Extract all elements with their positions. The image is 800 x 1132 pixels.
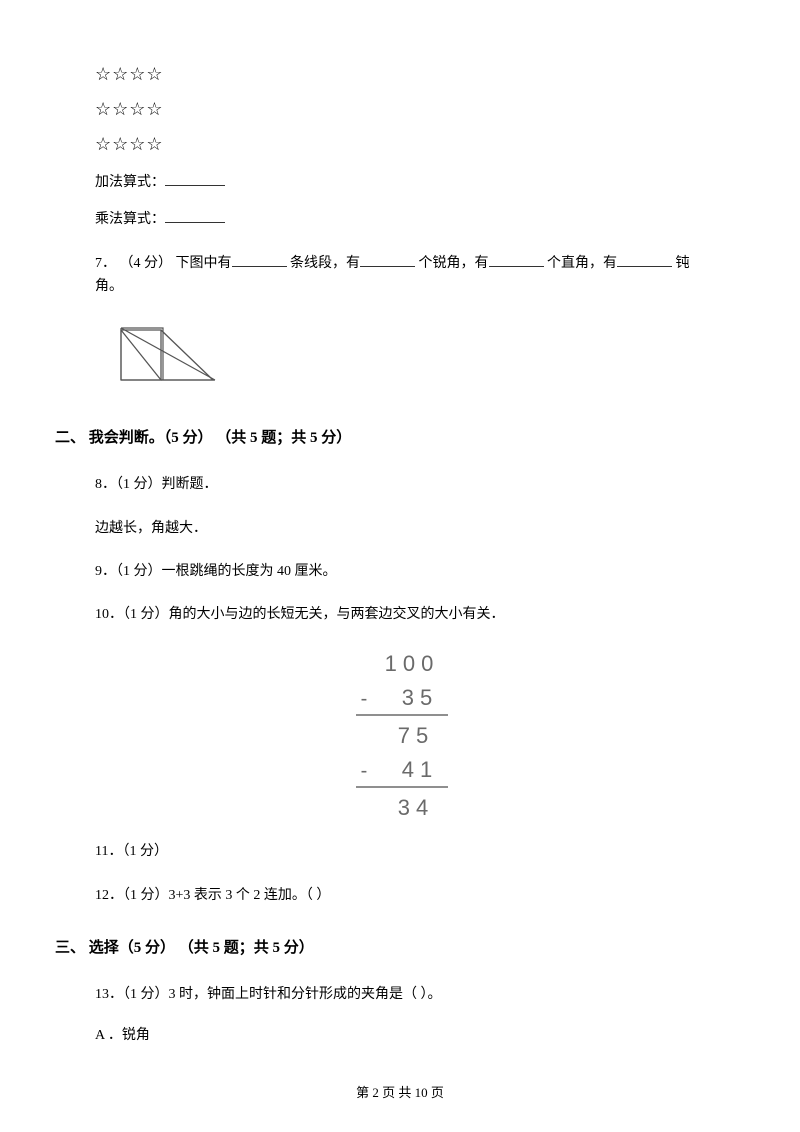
q7-figure-diag — [121, 328, 215, 380]
q7-blank-4 — [617, 253, 672, 267]
q6-multiplication-label: 乘法算式： — [95, 212, 165, 227]
arith-line-4: 41 — [402, 757, 438, 782]
q11-arith-svg: 100 - 35 75 - 41 34 — [320, 645, 480, 825]
q7-blank-3 — [489, 253, 544, 267]
q7-part1: 下图中有 — [176, 256, 232, 271]
q7-figure-svg — [113, 318, 223, 390]
q6-addition-line: 加法算式： — [95, 172, 705, 194]
q13-text: 13．（1 分）3 时，钟面上时针和分针形成的夹角是（ ）。 — [95, 982, 705, 1007]
q7-figure-inner-diag — [121, 330, 161, 380]
q7-part4: 个直角，有 — [547, 256, 617, 271]
q8-line1: 8．（1 分）判断题． — [95, 472, 705, 497]
arith-minus-2: - — [361, 760, 368, 782]
q7-text: 7． （4 分） 下图中有 条线段，有 个锐角，有 个直角，有 钝角。 — [95, 253, 705, 298]
q7-number: 7． — [95, 256, 116, 271]
arith-line-3: 75 — [398, 723, 434, 748]
q7-part3: 个锐角，有 — [419, 256, 489, 271]
q7-points: （4 分） — [120, 256, 173, 271]
q6-addition-blank — [165, 172, 225, 186]
q11-label: 11．（1 分） — [95, 839, 705, 864]
q7-part2: 条线段，有 — [290, 256, 360, 271]
stars-row-1: ☆☆☆☆ — [95, 60, 705, 89]
q7-figure-top — [121, 328, 163, 380]
arith-line-5: 34 — [398, 795, 434, 820]
q7-blank-1 — [232, 253, 287, 267]
q10-text: 10．（1 分）角的大小与边的长短无关，与两套边交叉的大小有关． — [95, 602, 705, 627]
q8-line2: 边越长，角越大． — [95, 516, 705, 541]
q13-choice-a: A ．锐角 — [95, 1025, 705, 1047]
arith-line-1: 100 — [385, 651, 440, 676]
q7-blank-2 — [360, 253, 415, 267]
q6-multiplication-line: 乘法算式： — [95, 209, 705, 231]
q7-figure — [113, 318, 705, 398]
q11-arith-figure: 100 - 35 75 - 41 34 — [95, 645, 705, 833]
q12-text: 12．（1 分）3+3 表示 3 个 2 连加。（ ） — [95, 883, 705, 908]
stars-row-2: ☆☆☆☆ — [95, 95, 705, 124]
arith-minus-1: - — [361, 688, 368, 710]
q7-figure-hyp — [163, 328, 215, 380]
section-3-header: 三、 选择（5 分） （共 5 题；共 5 分） — [55, 936, 705, 960]
q6-addition-label: 加法算式： — [95, 175, 165, 190]
q7-figure-slant — [121, 328, 163, 380]
page-footer: 第 2 页 共 10 页 — [0, 1083, 800, 1104]
stars-row-3: ☆☆☆☆ — [95, 130, 705, 159]
section-2-header: 二、 我会判断。（5 分） （共 5 题；共 5 分） — [55, 426, 705, 450]
arith-line-2: 35 — [402, 685, 438, 710]
q6-multiplication-blank — [165, 209, 225, 223]
q9-text: 9．（1 分）一根跳绳的长度为 40 厘米。 — [95, 559, 705, 584]
